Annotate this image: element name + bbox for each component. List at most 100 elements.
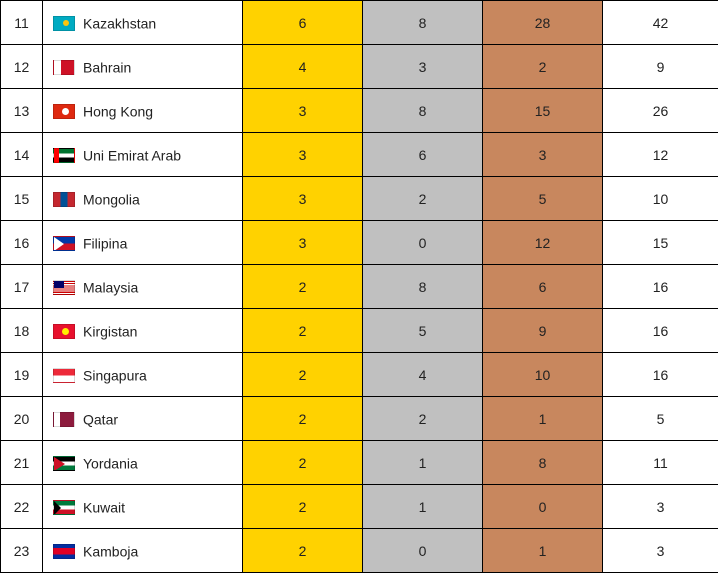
total-cell: 3 [603,529,718,573]
table-row: 23Kamboja2013 [1,529,718,573]
country-name: Kamboja [83,543,138,559]
rank-cell: 16 [1,221,43,265]
table-row: 22Kuwait2103 [1,485,718,529]
bronze-cell: 1 [483,529,603,573]
rank-cell: 15 [1,177,43,221]
flag-icon [53,148,75,163]
country-cell: Mongolia [43,177,243,221]
total-cell: 16 [603,353,718,397]
country-name: Bahrain [83,59,131,75]
gold-cell: 2 [243,529,363,573]
total-cell: 16 [603,309,718,353]
bronze-cell: 0 [483,485,603,529]
gold-cell: 3 [243,177,363,221]
table-row: 11Kazakhstan682842 [1,1,718,45]
silver-cell: 2 [363,397,483,441]
silver-cell: 0 [363,221,483,265]
country-name: Qatar [83,411,118,427]
silver-cell: 4 [363,353,483,397]
gold-cell: 2 [243,309,363,353]
gold-cell: 4 [243,45,363,89]
table-row: 18Kirgistan25916 [1,309,718,353]
rank-cell: 21 [1,441,43,485]
flag-icon [53,104,75,119]
gold-cell: 3 [243,133,363,177]
flag-icon [53,236,75,251]
flag-icon [53,324,75,339]
gold-cell: 3 [243,89,363,133]
country-cell: Filipina [43,221,243,265]
flag-icon [53,368,75,383]
total-cell: 26 [603,89,718,133]
total-cell: 5 [603,397,718,441]
country-name: Kirgistan [83,323,137,339]
table-row: 14Uni Emirat Arab36312 [1,133,718,177]
bronze-cell: 9 [483,309,603,353]
bronze-cell: 10 [483,353,603,397]
rank-cell: 17 [1,265,43,309]
total-cell: 16 [603,265,718,309]
rank-cell: 20 [1,397,43,441]
gold-cell: 2 [243,485,363,529]
silver-cell: 0 [363,529,483,573]
rank-cell: 13 [1,89,43,133]
country-cell: Yordania [43,441,243,485]
rank-cell: 18 [1,309,43,353]
country-cell: Malaysia [43,265,243,309]
rank-cell: 22 [1,485,43,529]
country-name: Kazakhstan [83,15,156,31]
bronze-cell: 15 [483,89,603,133]
gold-cell: 3 [243,221,363,265]
bronze-cell: 6 [483,265,603,309]
country-name: Yordania [83,455,138,471]
table-row: 12Bahrain4329 [1,45,718,89]
flag-icon [53,16,75,31]
medal-table: 11Kazakhstan68284212Bahrain432913Hong Ko… [0,0,718,573]
total-cell: 10 [603,177,718,221]
total-cell: 42 [603,1,718,45]
flag-icon [53,456,75,471]
country-name: Uni Emirat Arab [83,147,181,163]
country-cell: Qatar [43,397,243,441]
silver-cell: 2 [363,177,483,221]
bronze-cell: 3 [483,133,603,177]
silver-cell: 8 [363,265,483,309]
flag-icon [53,192,75,207]
rank-cell: 19 [1,353,43,397]
country-name: Filipina [83,235,127,251]
table-row: 21Yordania21811 [1,441,718,485]
silver-cell: 1 [363,441,483,485]
bronze-cell: 8 [483,441,603,485]
bronze-cell: 1 [483,397,603,441]
silver-cell: 3 [363,45,483,89]
flag-icon [53,544,75,559]
total-cell: 15 [603,221,718,265]
gold-cell: 2 [243,397,363,441]
bronze-cell: 5 [483,177,603,221]
table-row: 17Malaysia28616 [1,265,718,309]
country-cell: Kamboja [43,529,243,573]
silver-cell: 1 [363,485,483,529]
flag-icon [53,60,75,75]
table-row: 15Mongolia32510 [1,177,718,221]
rank-cell: 11 [1,1,43,45]
country-cell: Singapura [43,353,243,397]
country-name: Kuwait [83,499,125,515]
rank-cell: 12 [1,45,43,89]
country-cell: Kuwait [43,485,243,529]
table-row: 13 Hong Kong 381526 [1,89,718,133]
flag-icon [53,500,75,515]
gold-cell: 2 [243,265,363,309]
silver-cell: 8 [363,89,483,133]
country-cell: Bahrain [43,45,243,89]
country-name: Singapura [83,367,147,383]
rank-cell: 14 [1,133,43,177]
country-cell: Kazakhstan [43,1,243,45]
bronze-cell: 12 [483,221,603,265]
country-cell: Kirgistan [43,309,243,353]
bronze-cell: 28 [483,1,603,45]
table-row: 19Singapura241016 [1,353,718,397]
gold-cell: 6 [243,1,363,45]
country-name: Hong Kong [83,103,153,119]
table-row: 20Qatar2215 [1,397,718,441]
